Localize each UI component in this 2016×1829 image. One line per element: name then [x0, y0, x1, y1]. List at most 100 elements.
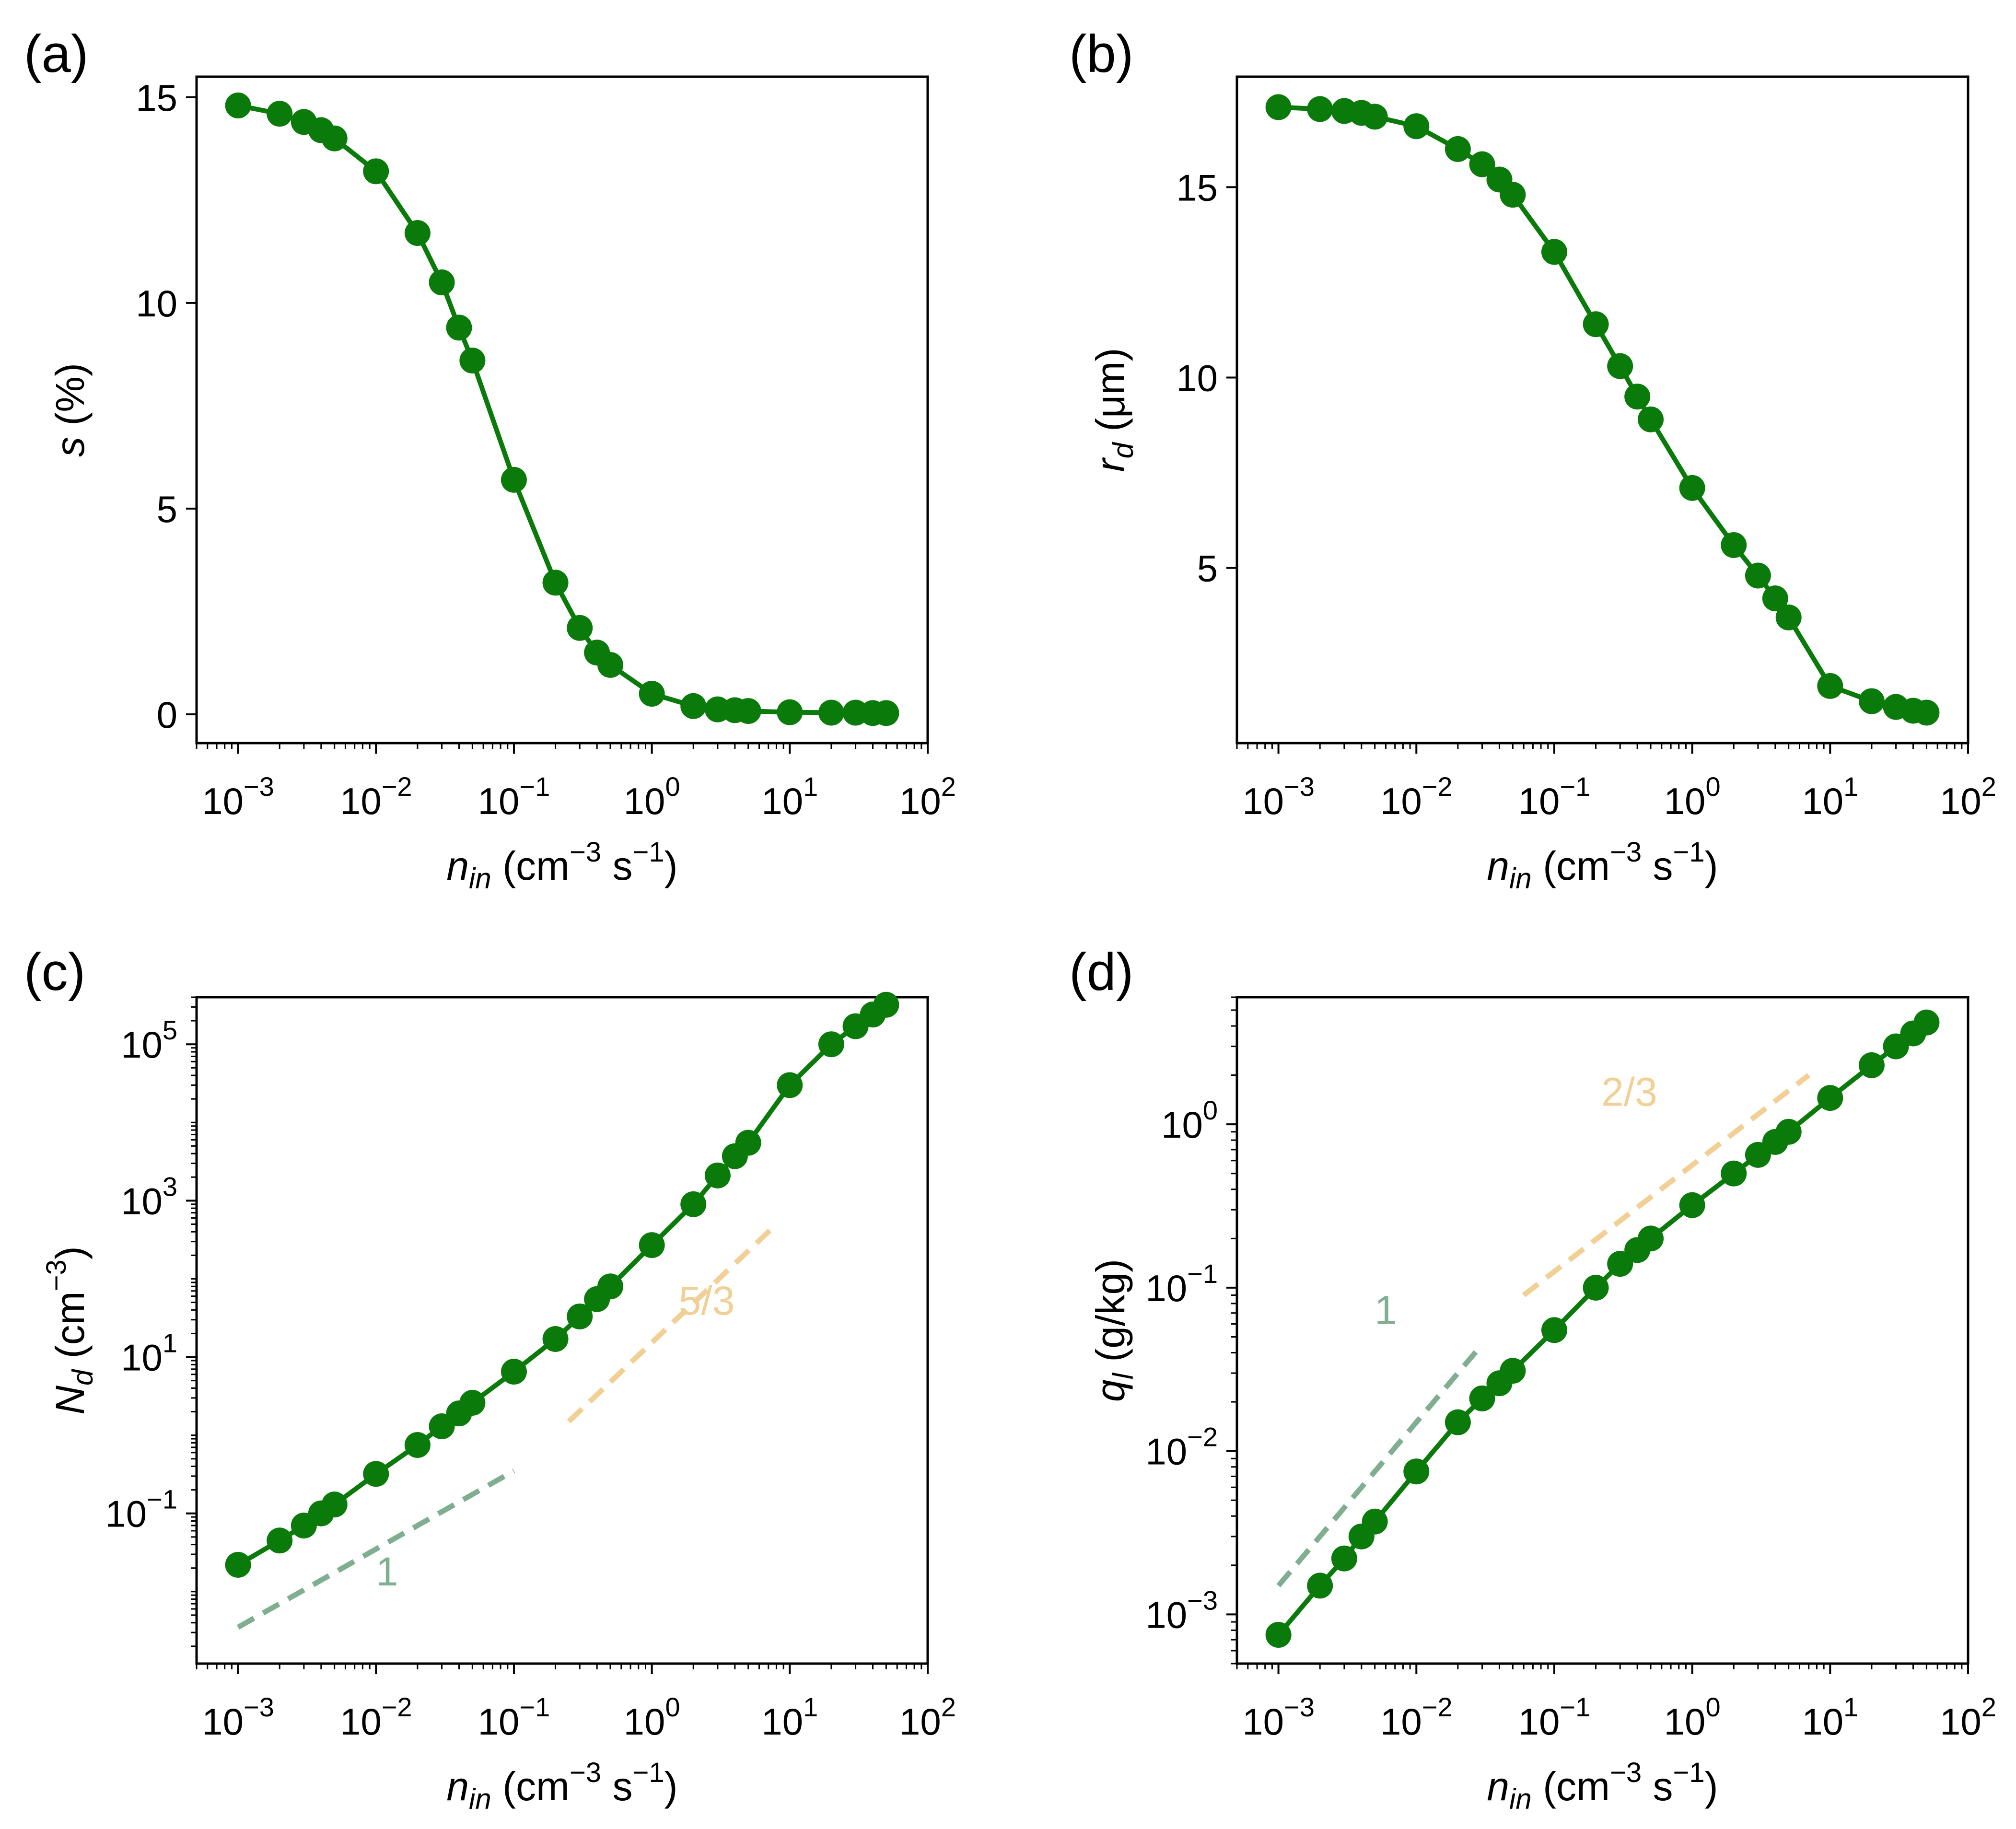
data-point [1638, 406, 1664, 432]
x-axis-label: nin (cm−3 s−1) [1487, 837, 1718, 895]
data-point [597, 652, 624, 678]
y-tick-label: 100 [1161, 1095, 1218, 1146]
y-tick-label: 10−1 [105, 1484, 177, 1535]
data-point [1403, 1458, 1430, 1485]
data-point [363, 158, 389, 185]
data-point [225, 93, 251, 119]
x-tick-label: 102 [899, 771, 956, 822]
x-tick-label: 10−1 [478, 771, 550, 822]
data-point [429, 269, 455, 296]
y-tick-label: 105 [121, 1015, 177, 1066]
x-tick-label: 102 [1940, 771, 1996, 822]
data-point [777, 699, 803, 725]
data-point [1362, 104, 1388, 130]
slope-guide-line [236, 1468, 515, 1630]
data-point [1583, 1274, 1609, 1301]
data-point [1624, 384, 1651, 410]
data-point [704, 1162, 731, 1188]
slope-guide-label: 1 [376, 1549, 398, 1594]
x-tick-label: 102 [899, 1692, 956, 1743]
data-point [267, 101, 293, 127]
panel-label: (c) [24, 943, 85, 1002]
data-point [567, 615, 593, 641]
axes-frame [195, 996, 929, 1665]
slope-guide-line [1276, 1342, 1484, 1587]
x-tick-label: 10−3 [1242, 1692, 1315, 1743]
data-point [1762, 585, 1788, 612]
slope-guide-line [1522, 1073, 1811, 1297]
data-point [501, 1359, 527, 1385]
x-tick-label: 10−1 [478, 1692, 550, 1743]
data-point [680, 693, 707, 719]
data-point [363, 1461, 389, 1487]
data-point [459, 348, 486, 374]
x-tick-label: 10−1 [1518, 771, 1591, 822]
data-point [1362, 1508, 1388, 1535]
data-point [1817, 1085, 1843, 1111]
data-point [1607, 1251, 1633, 1277]
slope-guide-label: 2/3 [1601, 1069, 1657, 1114]
panel-b: (b) 10−3 10−2 10−1 100 101 102 5 10 15 nin (cm−3 s… [1069, 24, 1996, 895]
data-point [1445, 1409, 1471, 1435]
data-point [404, 1432, 431, 1458]
x-tick-label: 100 [624, 1692, 680, 1743]
panel-label: (a) [24, 24, 88, 83]
axes-frame [195, 75, 929, 745]
data-point [1858, 688, 1885, 714]
panel-c: (c) 10−3 10−2 10−1 100 101 102 10−1 101 103 105 nin… [24, 943, 956, 1815]
data-point [321, 125, 348, 151]
data-point [818, 1031, 844, 1058]
x-tick-label: 10−2 [340, 1692, 412, 1743]
data-point [1445, 136, 1471, 162]
y-axis-label: ql (g/kg) [1088, 1259, 1139, 1402]
panel-a: (a) 10−3 10−2 10−1 100 101 102 0 5 10 15 nin (cm−3 … [24, 24, 956, 895]
x-tick-label: 101 [761, 1692, 818, 1743]
data-point [597, 1273, 624, 1300]
data-point [1913, 699, 1940, 726]
data-point [873, 700, 899, 726]
data-point [1469, 1385, 1495, 1411]
x-tick-label: 10−3 [1242, 771, 1315, 822]
data-point [1721, 532, 1747, 558]
axes-frame [1235, 75, 1969, 745]
data-point [1858, 1052, 1885, 1078]
slope-guide-label: 1 [1375, 1288, 1397, 1333]
x-axis-label: nin (cm−3 s−1) [1487, 1757, 1718, 1815]
data-point [639, 681, 665, 707]
data-point [225, 1551, 251, 1578]
x-axis-label: nin (cm−3 s−1) [446, 1757, 677, 1815]
data-point [567, 1303, 593, 1329]
data-point [1500, 1358, 1526, 1384]
y-axis-label: Nd (cm−3) [41, 1246, 99, 1414]
data-point [1745, 562, 1771, 589]
y-tick-label: 10−2 [1145, 1422, 1218, 1473]
data-point [735, 698, 761, 724]
x-tick-label: 100 [1664, 1692, 1721, 1743]
y-tick-label: 10 [136, 282, 177, 325]
data-point [777, 1072, 803, 1098]
x-tick-label: 10−2 [340, 771, 412, 822]
data-point [1265, 94, 1292, 120]
data-point [446, 315, 472, 341]
data-point [1541, 239, 1567, 265]
series-line [1278, 105, 1927, 715]
data-point [1307, 96, 1333, 122]
data-point [639, 1232, 665, 1258]
x-tick-label: 10−3 [202, 1692, 274, 1743]
panel-label: (d) [1069, 943, 1133, 1002]
slope-guide-label: 5/3 [679, 1278, 735, 1323]
data-point [321, 1491, 348, 1518]
x-tick-label: 10−1 [1518, 1692, 1591, 1743]
data-point [1500, 182, 1526, 208]
y-axis-label: rd (μm) [1088, 348, 1139, 472]
data-point [1721, 1160, 1747, 1187]
data-point [1265, 1621, 1292, 1648]
panel-d: (d) 10−3 10−2 10−1 100 101 102 10−3 10−2 10−1 100 n… [1069, 943, 1996, 1815]
series-line [237, 103, 886, 716]
y-tick-label: 101 [121, 1328, 177, 1379]
x-tick-label: 102 [1940, 1692, 1996, 1743]
x-tick-label: 101 [1802, 1692, 1858, 1743]
y-tick-label: 15 [136, 77, 177, 119]
data-point [1817, 673, 1843, 699]
